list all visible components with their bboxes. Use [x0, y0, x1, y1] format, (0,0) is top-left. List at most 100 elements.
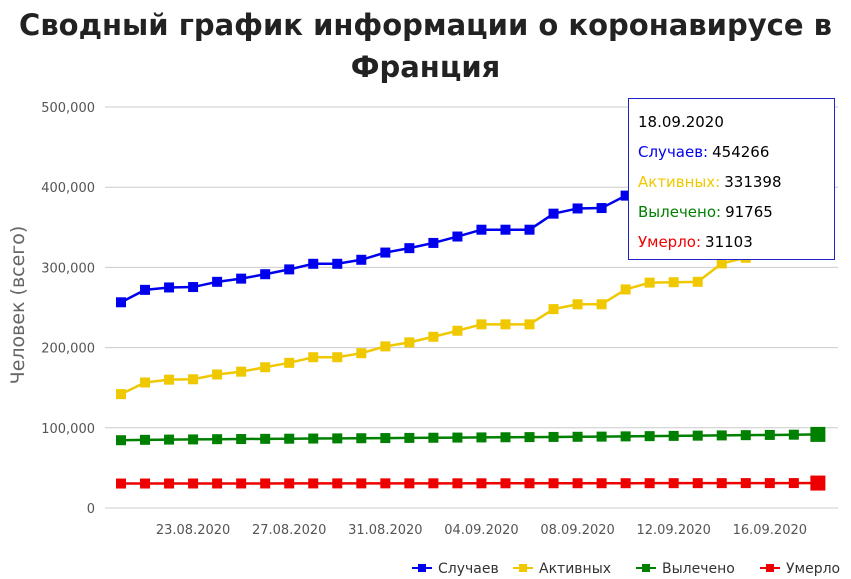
data-point[interactable]	[116, 478, 126, 489]
data-point[interactable]	[236, 434, 247, 445]
data-point[interactable]	[164, 434, 175, 445]
data-point[interactable]	[644, 277, 655, 288]
data-point[interactable]	[428, 432, 439, 443]
data-point[interactable]	[476, 478, 487, 489]
data-point[interactable]	[692, 478, 703, 489]
legend-label[interactable]: Вылечено	[662, 561, 735, 577]
data-point[interactable]	[116, 297, 126, 308]
data-point[interactable]	[740, 430, 751, 441]
data-point[interactable]	[380, 433, 391, 444]
data-point[interactable]	[500, 432, 511, 443]
data-point[interactable]	[284, 357, 295, 368]
data-point[interactable]	[572, 203, 583, 214]
data-point[interactable]	[356, 478, 367, 489]
data-point[interactable]	[188, 478, 199, 489]
data-point[interactable]	[524, 478, 535, 489]
data-point[interactable]	[116, 435, 126, 446]
data-point[interactable]	[212, 276, 223, 287]
data-point[interactable]	[620, 478, 631, 489]
data-point[interactable]	[572, 478, 583, 489]
data-point[interactable]	[476, 319, 487, 330]
data-point[interactable]	[620, 284, 631, 295]
data-point[interactable]	[548, 478, 559, 489]
data-point[interactable]	[524, 432, 535, 443]
data-point[interactable]	[332, 258, 343, 269]
data-point[interactable]	[572, 431, 583, 442]
data-point[interactable]	[236, 478, 247, 489]
data-point[interactable]	[476, 432, 487, 443]
data-point[interactable]	[308, 433, 319, 444]
data-point[interactable]	[212, 434, 223, 445]
legend-label[interactable]: Умерло	[786, 561, 840, 577]
data-point[interactable]	[380, 478, 391, 489]
data-point[interactable]	[452, 478, 463, 489]
data-point[interactable]	[236, 366, 247, 377]
legend-label[interactable]: Активных	[539, 561, 611, 577]
data-point[interactable]	[260, 433, 271, 444]
data-point[interactable]	[188, 434, 199, 445]
data-point[interactable]	[596, 431, 607, 442]
data-point[interactable]	[308, 352, 319, 363]
data-point[interactable]	[524, 224, 535, 235]
data-point[interactable]	[596, 478, 607, 489]
data-point[interactable]	[788, 478, 799, 489]
data-point[interactable]	[332, 352, 343, 363]
data-point[interactable]	[260, 362, 271, 373]
data-point[interactable]	[164, 374, 175, 385]
data-point[interactable]	[764, 429, 775, 440]
data-point[interactable]	[332, 433, 343, 444]
data-point[interactable]	[260, 269, 271, 280]
data-point[interactable]	[548, 304, 559, 315]
data-point[interactable]	[356, 433, 367, 444]
data-point[interactable]	[524, 319, 535, 330]
data-point[interactable]	[356, 254, 367, 265]
data-point[interactable]	[212, 369, 223, 380]
data-point[interactable]	[404, 243, 415, 254]
data-point[interactable]	[476, 224, 487, 235]
data-point[interactable]	[452, 231, 463, 242]
data-point[interactable]	[284, 264, 295, 275]
data-point[interactable]	[380, 341, 391, 352]
data-point[interactable]	[500, 478, 511, 489]
data-point[interactable]	[810, 475, 826, 491]
data-point[interactable]	[668, 430, 679, 441]
data-point[interactable]	[500, 319, 511, 330]
legend-label[interactable]: Случаев	[438, 561, 499, 577]
data-point[interactable]	[764, 478, 775, 489]
data-point[interactable]	[308, 478, 319, 489]
data-point[interactable]	[188, 374, 199, 385]
data-point[interactable]	[716, 478, 727, 489]
data-point[interactable]	[212, 478, 223, 489]
data-point[interactable]	[620, 431, 631, 442]
data-point[interactable]	[692, 430, 703, 441]
data-point[interactable]	[428, 331, 439, 342]
data-point[interactable]	[548, 208, 559, 219]
data-point[interactable]	[164, 282, 175, 293]
data-point[interactable]	[428, 237, 439, 248]
data-point[interactable]	[692, 276, 703, 287]
data-point[interactable]	[188, 282, 199, 293]
data-point[interactable]	[596, 203, 607, 214]
data-point[interactable]	[716, 258, 727, 269]
data-point[interactable]	[716, 430, 727, 441]
data-point[interactable]	[644, 431, 655, 442]
data-point[interactable]	[404, 478, 415, 489]
data-point[interactable]	[810, 426, 826, 442]
data-point[interactable]	[140, 284, 151, 295]
data-point[interactable]	[668, 277, 679, 288]
data-point[interactable]	[116, 389, 126, 400]
data-point[interactable]	[596, 299, 607, 310]
data-point[interactable]	[140, 377, 151, 388]
data-point[interactable]	[620, 190, 631, 201]
data-point[interactable]	[428, 478, 439, 489]
data-point[interactable]	[644, 478, 655, 489]
data-point[interactable]	[404, 337, 415, 348]
data-point[interactable]	[788, 429, 799, 440]
data-point[interactable]	[404, 432, 415, 443]
data-point[interactable]	[140, 478, 151, 489]
data-point[interactable]	[332, 478, 343, 489]
data-point[interactable]	[284, 478, 295, 489]
data-point[interactable]	[380, 247, 391, 258]
data-point[interactable]	[236, 273, 247, 284]
data-point[interactable]	[548, 431, 559, 442]
